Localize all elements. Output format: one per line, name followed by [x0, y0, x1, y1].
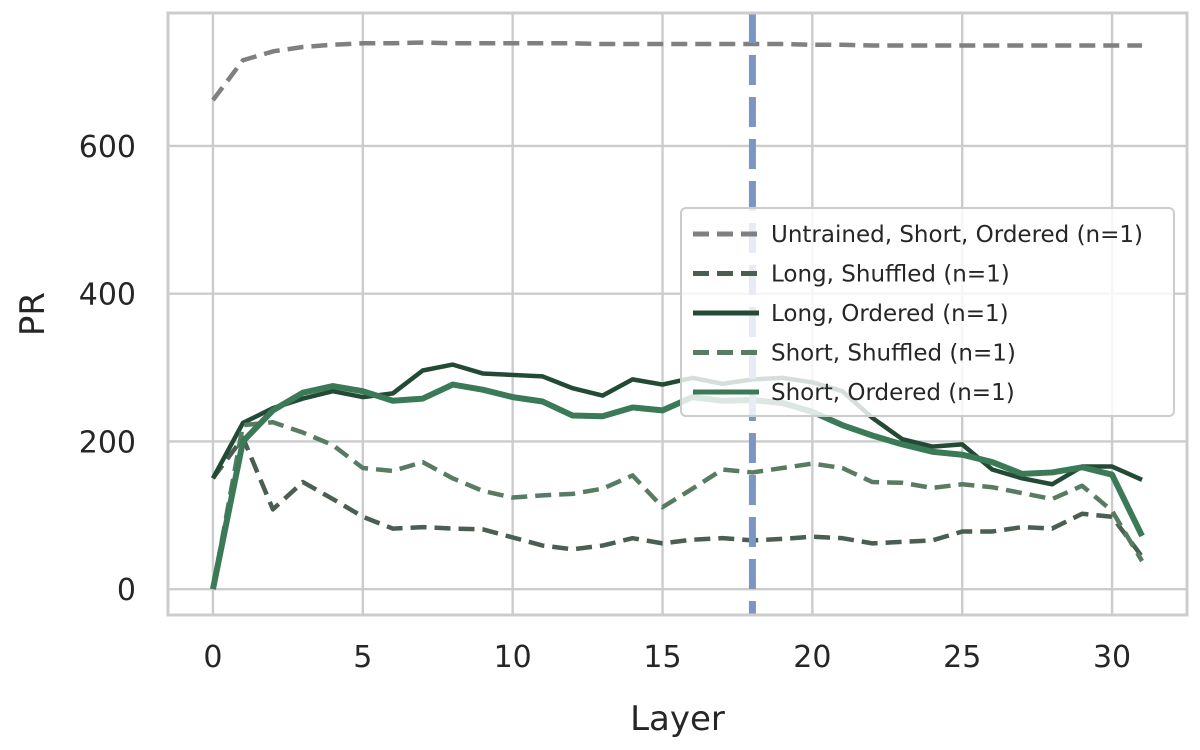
legend-label-1: Untrained, Short, Ordered (n=1) — [771, 222, 1143, 248]
series-line-1 — [211, 40, 1143, 102]
x-tick-label: 0 — [203, 640, 222, 675]
x-tick-label: 25 — [943, 640, 981, 675]
legend-label-2: Long, Shuffled (n=1) — [771, 262, 1010, 288]
x-tick-label: 30 — [1093, 640, 1131, 675]
x-tick-label: 20 — [793, 640, 831, 675]
y-tick-label: 400 — [79, 278, 136, 313]
series-line-5 — [210, 381, 1145, 590]
legend-label-3: Long, Ordered (n=1) — [771, 301, 1009, 327]
series-layer — [210, 13, 1145, 615]
y-tick-label: 0 — [117, 573, 136, 608]
series-line-2 — [211, 435, 1144, 559]
x-axis-label: Layer — [630, 699, 725, 739]
x-tick-label: 10 — [494, 640, 532, 675]
y-tick-label: 200 — [79, 425, 136, 460]
series-line-3 — [210, 362, 1143, 487]
plot-border — [166, 11, 1189, 617]
legend-box — [680, 207, 1175, 417]
legend-label-5: Short, Ordered (n=1) — [771, 380, 1015, 406]
x-tick-label: 15 — [643, 640, 681, 675]
y-axis-label: PR — [13, 292, 53, 336]
series-line-4 — [210, 419, 1144, 590]
tick-labels: 0 5 10 15 20 25 30 0 200 400 600 — [79, 130, 1131, 675]
x-tick-label: 5 — [353, 640, 372, 675]
legend: Untrained, Short, Ordered (n=1) Long, Shu… — [680, 207, 1175, 417]
y-tick-label: 600 — [79, 130, 136, 165]
legend-label-4: Short, Shuffled (n=1) — [771, 341, 1016, 367]
plot-frame — [166, 11, 1189, 617]
